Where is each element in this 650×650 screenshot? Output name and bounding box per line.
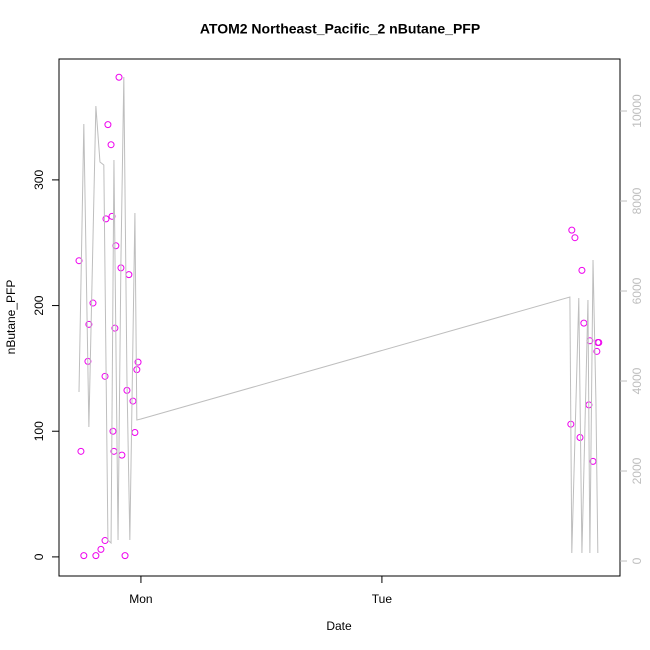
x-axis-label: Date bbox=[326, 619, 352, 633]
y2-tick-label: 10000 bbox=[630, 94, 644, 128]
y-tick-label: 0 bbox=[32, 553, 46, 560]
y-tick-label: 300 bbox=[32, 170, 46, 190]
data-point bbox=[571, 234, 579, 242]
data-point bbox=[129, 397, 137, 405]
data-point bbox=[89, 299, 97, 307]
data-point bbox=[118, 451, 126, 459]
data-point bbox=[131, 428, 139, 436]
y-axis-label: nButane_PFP bbox=[4, 280, 18, 355]
data-point bbox=[101, 372, 109, 380]
data-point bbox=[102, 215, 110, 223]
y2-tick-label: 2000 bbox=[630, 457, 644, 484]
x-tick-label: Tue bbox=[372, 592, 393, 606]
data-point bbox=[111, 324, 119, 332]
data-point bbox=[85, 320, 93, 328]
y-tick-label: 200 bbox=[32, 295, 46, 315]
x-tick-label: Mon bbox=[129, 592, 152, 606]
y2-tick-label: 0 bbox=[630, 557, 644, 564]
plot-frame bbox=[58, 58, 621, 577]
data-point bbox=[125, 271, 133, 279]
data-point bbox=[80, 552, 88, 560]
data-point bbox=[92, 552, 100, 560]
data-point bbox=[115, 73, 123, 81]
y-tick-label: 100 bbox=[32, 421, 46, 441]
data-point bbox=[134, 358, 142, 366]
data-point bbox=[580, 319, 588, 327]
data-point bbox=[101, 537, 109, 545]
data-point bbox=[75, 257, 83, 265]
chart-title: ATOM2 Northeast_Pacific_2 nButane_PFP bbox=[200, 21, 480, 37]
y2-tick-label: 4000 bbox=[630, 367, 644, 394]
data-point bbox=[107, 141, 115, 149]
data-point bbox=[97, 545, 105, 553]
data-point bbox=[568, 226, 576, 234]
y2-tick-label: 6000 bbox=[630, 277, 644, 304]
y2-tick-label: 8000 bbox=[630, 187, 644, 214]
data-point bbox=[77, 447, 85, 455]
data-point bbox=[121, 552, 129, 560]
data-point bbox=[593, 347, 601, 355]
data-point bbox=[104, 121, 112, 129]
data-point bbox=[589, 457, 597, 465]
data-point bbox=[109, 427, 117, 435]
data-point bbox=[578, 266, 586, 274]
data-line bbox=[78, 76, 599, 554]
data-point bbox=[595, 339, 603, 347]
